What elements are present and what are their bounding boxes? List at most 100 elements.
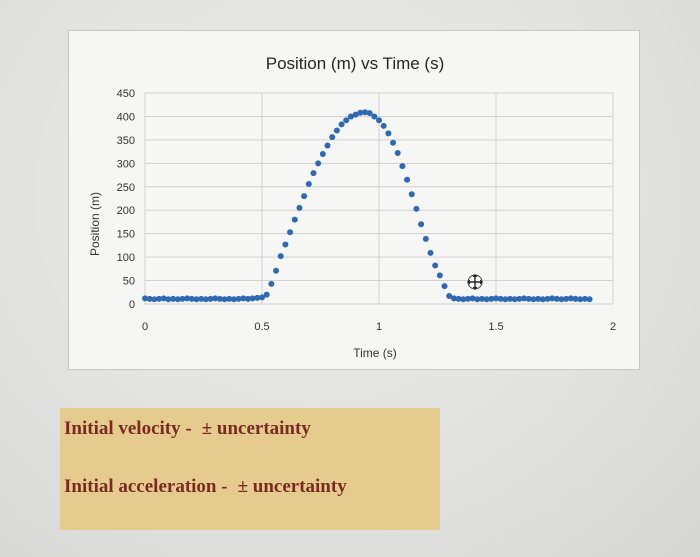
data-point <box>450 295 457 302</box>
data-point <box>464 295 471 302</box>
data-point <box>394 150 401 157</box>
data-point <box>324 142 331 149</box>
data-point <box>207 295 214 302</box>
y-tick-label: 450 <box>117 88 135 100</box>
data-point <box>507 295 514 302</box>
move-cursor-icon <box>467 274 483 290</box>
acceleration-line: Initial acceleration - ± uncertainty <box>64 476 347 498</box>
data-point <box>273 267 280 274</box>
grid <box>144 92 614 305</box>
data-point <box>301 193 308 200</box>
data-point <box>404 176 411 183</box>
data-point <box>333 127 340 134</box>
data-point <box>357 109 364 116</box>
x-tick-label: 2 <box>610 321 616 333</box>
data-point <box>483 296 490 303</box>
data-point <box>291 216 298 223</box>
data-point <box>235 295 242 302</box>
data-point <box>198 295 205 302</box>
data-point <box>493 295 499 302</box>
data-point <box>516 295 523 302</box>
data-point <box>184 295 191 302</box>
data-point <box>282 241 289 248</box>
data-point <box>170 295 177 302</box>
data-point <box>361 109 368 116</box>
data-point <box>165 296 172 303</box>
position-time-chart: 0 50 100 150 200 250 300 350 400 450 0 0.5 1 1.5 2 Po… <box>88 54 616 360</box>
data-point <box>567 295 574 302</box>
data-point <box>572 295 579 302</box>
data-point <box>502 296 509 303</box>
data-point <box>319 150 326 157</box>
data-point <box>577 296 584 303</box>
data-point <box>230 296 237 303</box>
data-points <box>142 109 593 303</box>
x-tick-label: 1 <box>376 321 382 333</box>
data-point <box>296 204 303 211</box>
data-point <box>310 170 317 177</box>
data-point <box>539 296 546 303</box>
x-axis-label: Time (s) <box>353 346 397 360</box>
data-point <box>586 296 593 303</box>
data-point <box>142 295 148 302</box>
y-tick-label: 250 <box>117 182 135 194</box>
chart-title: Position (m) vs Time (s) <box>266 54 445 73</box>
data-point <box>380 122 387 129</box>
data-point <box>544 295 551 302</box>
data-point <box>390 139 397 146</box>
data-point <box>441 283 448 290</box>
data-point <box>455 295 462 302</box>
y-tick-labels: 0 50 100 150 200 250 300 350 400 450 <box>117 88 135 311</box>
data-point <box>581 295 588 302</box>
y-tick-label: 300 <box>117 158 135 170</box>
data-point <box>268 280 275 287</box>
data-point <box>305 180 312 187</box>
data-point <box>366 110 373 117</box>
x-tick-label: 0 <box>142 321 148 333</box>
data-point <box>535 295 542 302</box>
data-point <box>474 296 481 303</box>
data-point <box>413 205 420 212</box>
data-point <box>558 296 565 303</box>
chart-frame: 0 50 100 150 200 250 300 350 400 450 0 0.5 1 1.5 2 Po… <box>68 30 640 370</box>
data-point <box>488 295 495 302</box>
y-tick-label: 350 <box>117 135 135 147</box>
data-point <box>240 295 247 302</box>
x-tick-labels: 0 0.5 1 1.5 2 <box>142 321 616 333</box>
data-point <box>460 296 467 303</box>
data-point <box>188 295 195 302</box>
data-point <box>193 296 200 303</box>
data-point <box>432 262 439 269</box>
acceleration-label: Initial acceleration - <box>64 476 228 497</box>
data-point <box>530 296 537 303</box>
data-point <box>156 295 163 302</box>
data-point <box>263 291 270 298</box>
data-point <box>315 160 322 167</box>
data-point <box>408 191 415 198</box>
data-point <box>287 229 294 236</box>
data-point <box>160 295 167 302</box>
data-point <box>521 295 528 302</box>
x-tick-label: 0.5 <box>254 321 269 333</box>
data-point <box>371 113 378 120</box>
data-point <box>418 221 425 228</box>
data-point <box>469 295 476 302</box>
y-tick-label: 100 <box>117 252 135 264</box>
y-tick-label: 0 <box>129 299 135 311</box>
y-tick-label: 50 <box>123 276 135 288</box>
data-point <box>174 296 181 303</box>
data-point <box>511 296 518 303</box>
data-point <box>549 295 556 302</box>
data-point <box>329 134 336 141</box>
data-point <box>553 295 560 302</box>
velocity-line: Initial velocity - ± uncertainty <box>64 418 311 440</box>
x-tick-label: 1.5 <box>488 321 503 333</box>
question-text-box: Initial velocity - ± uncertainty Initial … <box>60 408 440 530</box>
data-point <box>563 295 570 302</box>
data-point <box>151 296 158 303</box>
data-point <box>216 295 223 302</box>
data-point <box>277 253 284 260</box>
data-point <box>259 294 265 301</box>
data-point <box>385 130 392 137</box>
data-point <box>146 295 153 302</box>
